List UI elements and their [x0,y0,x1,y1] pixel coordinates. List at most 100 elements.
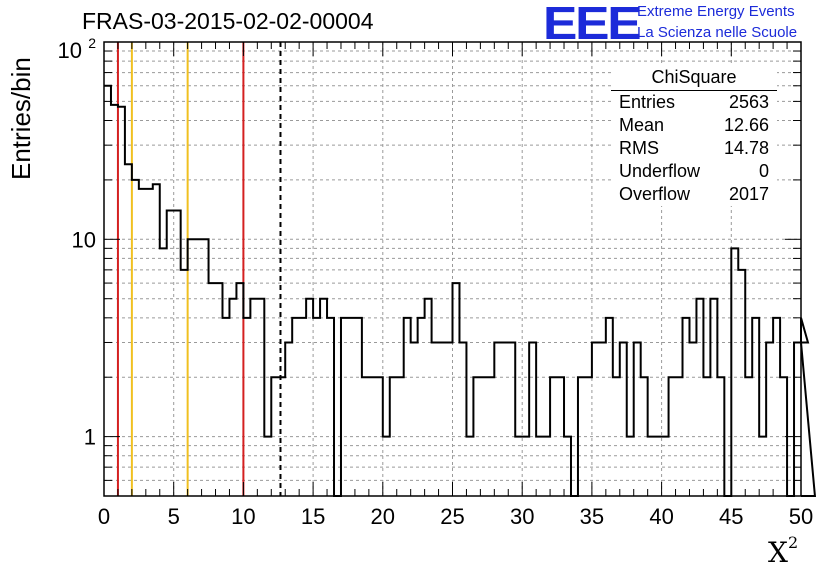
histogram-bin [529,342,536,496]
histogram-bin [243,318,250,496]
stats-row-rms: RMS 14.78 [611,137,777,160]
histogram-bin [355,318,362,496]
histogram-bin [285,342,292,496]
histogram-bin [453,283,460,496]
histogram-bin [418,318,425,496]
histogram-bin [411,342,418,496]
histogram-bin [752,318,759,496]
histogram-bin [738,270,745,496]
stats-title: ChiSquare [611,66,777,91]
histogram-bin [669,377,676,496]
histogram-bin [299,318,306,496]
stats-row-underflow: Underflow 0 [611,160,777,183]
histogram-bin [236,283,243,496]
x-tick-label: 15 [301,504,325,529]
stats-value: 0 [758,161,769,181]
x-tick-label: 0 [98,504,110,529]
histogram-bin [390,377,397,496]
y-tick-label-sup: 2 [88,35,96,51]
histogram-bin [592,342,599,496]
histogram-bin [167,210,174,496]
histogram-bin [466,437,473,496]
stats-label: Entries [619,92,676,112]
histogram-bin [348,318,355,496]
x-axis-label: X2 [768,532,799,569]
stats-label: Underflow [619,161,701,181]
x-tick-label: 45 [719,504,743,529]
chart-title: FRAS-03-2015-02-02-00004 [82,8,374,34]
histogram-bin [320,299,327,496]
histogram-bin [313,318,320,496]
histogram-bin [745,377,752,496]
logo-text-line1: Extreme Energy Events [637,3,795,20]
histogram-bin [731,248,738,496]
histogram-bin [439,342,446,496]
histogram-bin [557,377,564,496]
histogram-bin [278,377,285,496]
x-tick-label: 5 [168,504,180,529]
histogram-bin [543,437,550,496]
histogram-outline [104,84,817,497]
histogram-bin [397,377,404,496]
x-axis-label-sup: 2 [787,532,799,552]
histogram-bin [446,342,453,496]
stats-value: 12.66 [723,115,769,135]
histogram-bin [606,318,613,496]
histogram-bin [257,299,264,496]
x-tick-label: 20 [371,504,395,529]
histogram-bin [306,299,313,496]
histogram-bin [676,377,683,496]
histogram-bin [717,377,724,496]
histogram-bin [487,377,494,496]
histogram-bin [222,318,229,496]
stats-label: RMS [619,138,659,158]
histogram-bin [160,248,167,496]
histogram-bin [689,342,696,496]
histogram-bin [229,299,236,496]
histogram-bin [494,342,501,496]
histogram-bin [264,437,271,496]
y-tick-label: 10 [72,227,96,252]
stats-value: 14.78 [723,138,769,158]
histogram-bin [216,283,223,496]
y-tick-label: 1 [84,425,96,450]
histogram-bin [710,299,717,496]
x-tick-label: 40 [649,504,673,529]
x-axis-label-main: X [768,536,788,569]
histogram-bin [620,342,627,496]
histogram-bin [550,377,557,496]
histogram-bin [634,342,641,496]
histogram-bin [480,377,487,496]
histogram-bin [473,377,480,496]
histogram-bin [585,377,592,496]
stats-row-mean: Mean 12.66 [611,114,777,137]
y-axis-label: Entries/bin [6,57,36,180]
histogram-bin [515,437,522,496]
histogram-bin [369,377,376,496]
histogram-bin [794,342,801,496]
x-tick-label: 50 [789,504,813,529]
histogram-bin [202,239,209,496]
histogram-bin [696,299,703,496]
histogram-bin [139,189,146,496]
histogram-bin [683,318,690,496]
histogram-bin [341,318,348,496]
histogram-bin [662,437,669,496]
histogram-bin [188,239,195,496]
y-tick-label: 10 [58,38,82,63]
stats-value: 2563 [728,92,769,112]
histogram-bin [564,437,571,496]
histogram-bin [508,342,515,496]
histogram-bin [327,318,334,496]
histogram-bin [104,86,111,496]
histogram-bin [425,299,432,496]
histogram-bin [376,377,383,496]
histogram-bin [641,377,648,496]
histogram-bin [766,342,773,496]
histogram-bin [383,437,390,496]
histogram-bin [655,437,662,496]
histogram-bin [132,180,139,496]
x-tick-label: 30 [510,504,534,529]
histogram-bin [578,377,585,496]
